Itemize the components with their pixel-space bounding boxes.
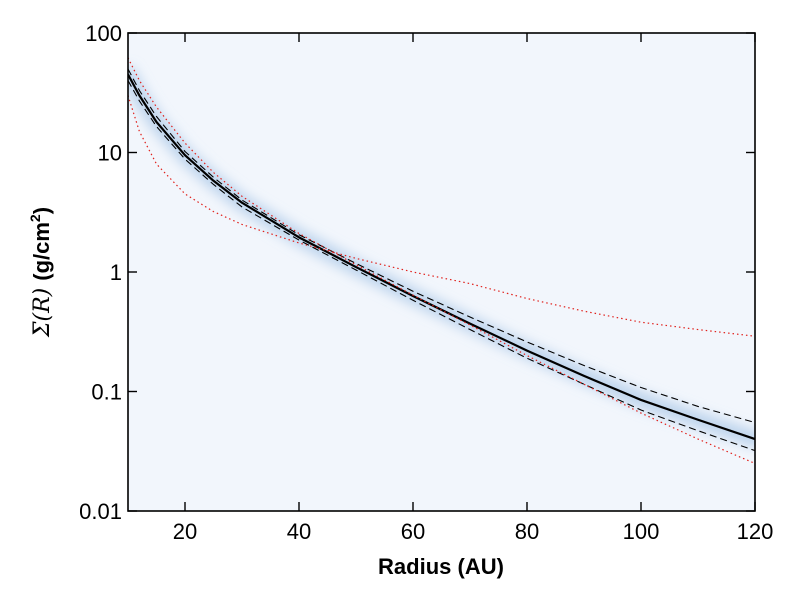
svg-text:Σ(R)(g/cm2): Σ(R) (g/cm2)	[27, 207, 55, 338]
series-line-dashed-2	[128, 80, 755, 452]
x-tick-label: 100	[623, 519, 660, 544]
x-tick-label: 40	[287, 519, 311, 544]
series-line-dotted-3	[128, 95, 755, 337]
x-tick-label: 60	[401, 519, 425, 544]
y-tick-label: 1	[110, 260, 122, 285]
y-axis-label: Σ(R) (g/cm2)	[27, 207, 55, 338]
x-tick-label: 120	[737, 519, 774, 544]
series-line-solid-0	[128, 73, 755, 441]
x-tick-label: 20	[173, 519, 197, 544]
x-tick-label: 80	[515, 519, 539, 544]
tick-layer: 20 40 60 80 100 120 0.01 0.1 1 10 100	[79, 21, 773, 544]
y-tick-label: 0.01	[79, 499, 122, 524]
series-line-dashed-1	[128, 68, 755, 424]
y-axis-label-superscript: 2	[27, 214, 43, 222]
y-axis-label-text: (g/cm	[29, 222, 54, 281]
plot-frame	[127, 32, 756, 512]
series-line-dotted-4	[128, 57, 755, 465]
y-axis-label-math: Σ(R)	[30, 288, 55, 338]
y-axis-label-suffix: )	[29, 207, 54, 214]
plot-background	[128, 33, 755, 511]
y-tick-label: 100	[85, 21, 122, 46]
series-layer	[128, 57, 755, 465]
y-tick-label: 0.1	[91, 380, 122, 405]
x-axis-label: Radius (AU)	[378, 554, 504, 579]
y-tick-label: 10	[98, 141, 122, 166]
